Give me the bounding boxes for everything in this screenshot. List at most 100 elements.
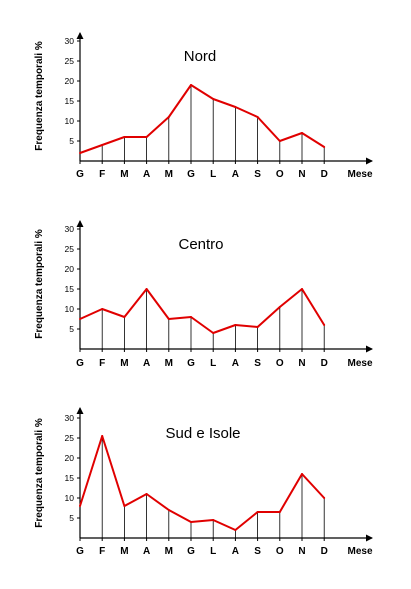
x-tick-label: M (165, 358, 173, 369)
y-tick-label: 10 (65, 304, 75, 314)
x-axis-arrow (366, 157, 373, 165)
chart-title: Sud e Isole (165, 425, 240, 442)
x-tick-label: D (321, 358, 328, 369)
x-tick-label: F (99, 169, 105, 180)
x-tick-label: D (321, 169, 328, 180)
x-tick-label: G (76, 358, 84, 369)
y-tick-label: 20 (65, 76, 75, 86)
y-tick-label: 10 (65, 493, 75, 503)
y-tick-label: 15 (65, 96, 75, 106)
x-tick-label: M (165, 546, 173, 557)
data-point (190, 84, 192, 86)
data-point (145, 288, 148, 290)
y-tick-label: 10 (65, 116, 75, 126)
data-point (123, 136, 126, 138)
y-tick-label: 30 (65, 413, 75, 423)
data-point (212, 98, 215, 100)
data-point (145, 136, 148, 138)
x-tick-label: G (187, 169, 195, 180)
x-axis-arrow (366, 534, 373, 542)
data-point (79, 318, 81, 320)
y-axis-label: Frequenza temporali % (34, 41, 45, 151)
data-point (190, 316, 192, 318)
data-point (167, 318, 170, 320)
y-tick-label: 15 (65, 284, 75, 294)
x-tick-label: A (232, 546, 239, 557)
data-point (323, 324, 326, 326)
data-point (278, 511, 281, 513)
y-axis-arrow (76, 407, 84, 414)
data-point (145, 493, 148, 495)
x-tick-label: A (143, 358, 150, 369)
x-tick-label: O (276, 546, 284, 557)
data-point (301, 473, 303, 475)
chart-title: Nord (184, 48, 217, 65)
x-axis-label: Mese (347, 546, 372, 557)
x-tick-label: F (99, 358, 105, 369)
data-point (301, 132, 303, 134)
data-point (79, 152, 81, 154)
x-tick-label: N (298, 358, 305, 369)
data-point (123, 505, 126, 507)
data-point (167, 509, 170, 511)
data-point (301, 288, 303, 290)
x-tick-label: N (298, 169, 305, 180)
series-line (79, 435, 325, 531)
data-point (101, 144, 104, 146)
data-point (101, 308, 104, 310)
data-point (234, 324, 237, 326)
y-tick-label: 5 (69, 324, 74, 334)
data-point (278, 140, 281, 142)
y-tick-label: 5 (69, 513, 74, 523)
data-point (278, 306, 281, 308)
data-point (212, 332, 215, 334)
x-tick-label: A (232, 169, 239, 180)
data-point (256, 511, 259, 513)
x-tick-label: A (143, 169, 150, 180)
series-line (79, 84, 325, 154)
y-tick-label: 25 (65, 433, 75, 443)
x-tick-label: L (210, 169, 216, 180)
y-tick-label: 25 (65, 244, 75, 254)
data-point (234, 106, 237, 108)
data-point (79, 505, 81, 507)
x-tick-label: M (120, 358, 128, 369)
data-point (212, 519, 215, 521)
data-point (234, 529, 237, 531)
x-tick-label: N (298, 546, 305, 557)
x-axis-label: Mese (347, 169, 372, 180)
y-tick-label: 30 (65, 36, 75, 46)
x-tick-label: D (321, 546, 328, 557)
data-point (323, 146, 326, 148)
x-axis-arrow (366, 345, 373, 353)
x-tick-label: G (76, 169, 84, 180)
data-point (123, 316, 126, 318)
data-point (101, 435, 104, 437)
x-tick-label: M (120, 169, 128, 180)
y-axis-arrow (76, 220, 84, 227)
x-tick-label: S (254, 358, 261, 369)
y-tick-label: 15 (65, 473, 75, 483)
y-tick-label: 5 (69, 136, 74, 146)
y-tick-label: 25 (65, 56, 75, 66)
x-tick-label: A (232, 358, 239, 369)
x-tick-label: F (99, 546, 105, 557)
x-tick-label: G (187, 358, 195, 369)
y-tick-label: 30 (65, 224, 75, 234)
series-line (79, 288, 326, 334)
x-tick-label: M (120, 546, 128, 557)
y-tick-label: 20 (65, 264, 75, 274)
data-point (190, 521, 192, 523)
x-tick-label: L (210, 358, 216, 369)
y-axis-label: Frequenza temporali % (34, 229, 45, 339)
y-axis-label: Frequenza temporali % (34, 418, 45, 528)
x-tick-label: L (210, 546, 216, 557)
data-point (256, 326, 259, 328)
chart-title: Centro (178, 236, 223, 253)
x-tick-label: G (76, 546, 84, 557)
x-tick-label: O (276, 169, 284, 180)
data-point (167, 116, 170, 118)
x-tick-label: S (254, 169, 261, 180)
data-point (256, 116, 259, 118)
